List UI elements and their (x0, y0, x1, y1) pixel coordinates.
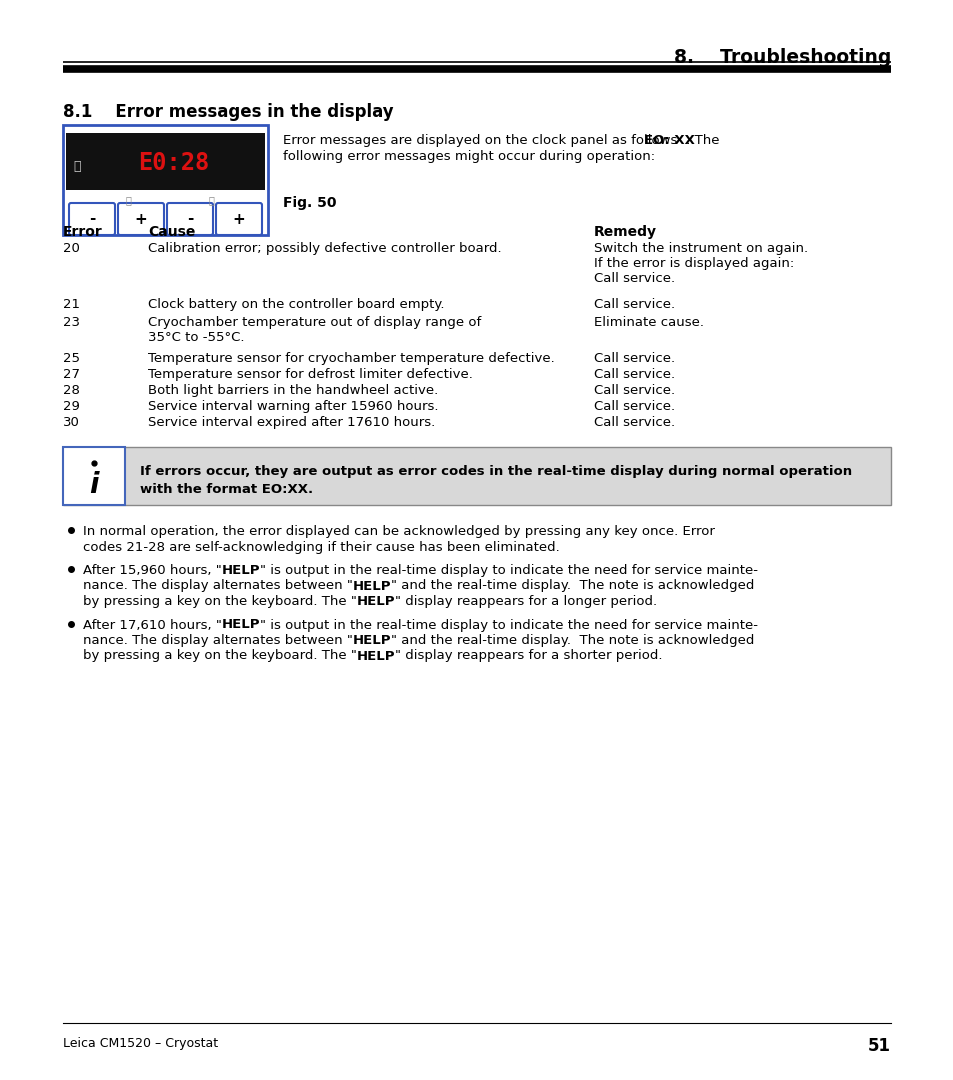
Text: ⏰: ⏰ (73, 161, 81, 174)
FancyBboxPatch shape (63, 125, 268, 235)
Text: Call service.: Call service. (594, 368, 675, 381)
Text: HELP: HELP (222, 619, 260, 632)
Text: by pressing a key on the keyboard. The ": by pressing a key on the keyboard. The " (83, 595, 356, 608)
FancyBboxPatch shape (215, 203, 262, 235)
Text: 25: 25 (63, 352, 80, 365)
Text: 51: 51 (867, 1037, 890, 1055)
Text: Error: Error (63, 225, 103, 239)
Text: HELP: HELP (356, 595, 395, 608)
Text: 23: 23 (63, 316, 80, 329)
Text: EO: XX: EO: XX (643, 134, 694, 147)
Text: 29: 29 (63, 400, 80, 413)
FancyBboxPatch shape (69, 203, 115, 235)
Text: Calibration error; possibly defective controller board.: Calibration error; possibly defective co… (148, 242, 501, 255)
Text: After 15,960 hours, ": After 15,960 hours, " (83, 564, 221, 577)
FancyBboxPatch shape (63, 447, 890, 505)
Text: 8.1    Error messages in the display: 8.1 Error messages in the display (63, 103, 394, 121)
Text: -: - (187, 212, 193, 227)
Text: If errors occur, they are output as error codes in the real-time display during : If errors occur, they are output as erro… (140, 465, 851, 478)
Text: " and the real-time display.  The note is acknowledged: " and the real-time display. The note is… (391, 634, 754, 647)
Text: " is output in the real-time display to indicate the need for service mainte-: " is output in the real-time display to … (260, 564, 758, 577)
Text: Leica CM1520 – Cryostat: Leica CM1520 – Cryostat (63, 1037, 218, 1050)
Text: nance. The display alternates between ": nance. The display alternates between " (83, 580, 353, 593)
Text: HELP: HELP (353, 634, 391, 647)
Text: 20: 20 (63, 242, 80, 255)
Text: +: + (134, 212, 147, 227)
Text: by pressing a key on the keyboard. The ": by pressing a key on the keyboard. The " (83, 649, 356, 662)
Text: Error messages are displayed on the clock panel as follows: Error messages are displayed on the cloc… (283, 134, 680, 147)
Text: After 17,610 hours, ": After 17,610 hours, " (83, 619, 222, 632)
Text: Service interval warning after 15960 hours.: Service interval warning after 15960 hou… (148, 400, 438, 413)
Text: In normal operation, the error displayed can be acknowledged by pressing any key: In normal operation, the error displayed… (83, 525, 714, 538)
Text: ⏰: ⏰ (125, 195, 131, 205)
Text: i: i (90, 471, 99, 499)
Text: HELP: HELP (356, 649, 395, 662)
Text: 28: 28 (63, 384, 80, 397)
Text: 30: 30 (63, 416, 80, 429)
Text: Call service.: Call service. (594, 298, 675, 311)
Text: Call service.: Call service. (594, 384, 675, 397)
Text: Clock battery on the controller board empty.: Clock battery on the controller board em… (148, 298, 444, 311)
Text: Fig. 50: Fig. 50 (283, 195, 336, 210)
Text: 8.    Troubleshooting: 8. Troubleshooting (673, 48, 890, 67)
Text: Temperature sensor for defrost limiter defective.: Temperature sensor for defrost limiter d… (148, 368, 473, 381)
Text: Temperature sensor for cryochamber temperature defective.: Temperature sensor for cryochamber tempe… (148, 352, 554, 365)
FancyBboxPatch shape (63, 447, 125, 505)
Text: nance. The display alternates between ": nance. The display alternates between " (83, 634, 353, 647)
Text: 21: 21 (63, 298, 80, 311)
Text: codes 21-28 are self-acknowledging if their cause has been eliminated.: codes 21-28 are self-acknowledging if th… (83, 540, 559, 553)
Text: Eliminate cause.: Eliminate cause. (594, 316, 703, 329)
Text: with the format EO:XX.: with the format EO:XX. (140, 483, 313, 496)
Text: Call service.: Call service. (594, 416, 675, 429)
Bar (66, 133, 265, 190)
Text: Service interval expired after 17610 hours.: Service interval expired after 17610 hou… (148, 416, 435, 429)
Text: " and the real-time display.  The note is acknowledged: " and the real-time display. The note is… (391, 580, 754, 593)
FancyBboxPatch shape (167, 203, 213, 235)
Text: Cause: Cause (148, 225, 195, 239)
Text: Call service.: Call service. (594, 352, 675, 365)
Text: +: + (233, 212, 245, 227)
Text: Call service.: Call service. (594, 400, 675, 413)
Text: . The: . The (681, 134, 719, 147)
Text: following error messages might occur during operation:: following error messages might occur dur… (283, 150, 655, 163)
Text: " display reappears for a longer period.: " display reappears for a longer period. (395, 595, 657, 608)
Text: HELP: HELP (221, 564, 260, 577)
Text: E0:28: E0:28 (138, 151, 209, 175)
Text: Cryochamber temperature out of display range of
35°C to -55°C.: Cryochamber temperature out of display r… (148, 316, 480, 345)
Text: HELP: HELP (353, 580, 391, 593)
Text: Switch the instrument on again.
If the error is displayed again:
Call service.: Switch the instrument on again. If the e… (594, 242, 807, 285)
Text: " display reappears for a shorter period.: " display reappears for a shorter period… (395, 649, 662, 662)
Text: Both light barriers in the handwheel active.: Both light barriers in the handwheel act… (148, 384, 437, 397)
FancyBboxPatch shape (118, 203, 164, 235)
Text: 👤: 👤 (208, 195, 213, 205)
Text: " is output in the real-time display to indicate the need for service mainte-: " is output in the real-time display to … (260, 619, 758, 632)
Text: -: - (89, 212, 95, 227)
Text: 27: 27 (63, 368, 80, 381)
Text: Remedy: Remedy (594, 225, 657, 239)
